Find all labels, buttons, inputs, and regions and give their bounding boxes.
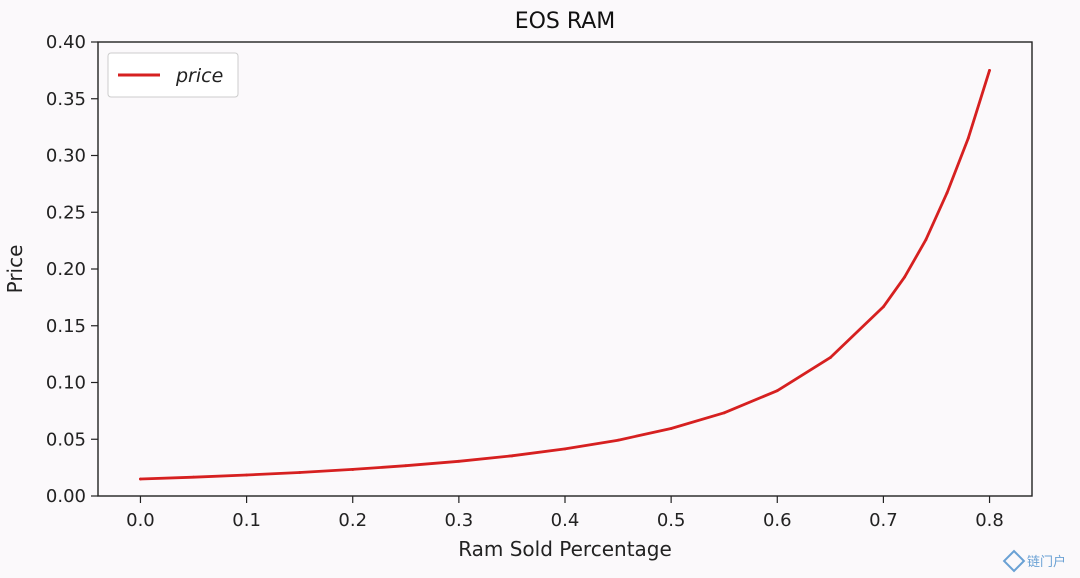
watermark-logo-icon <box>1002 549 1026 572</box>
data-point <box>669 427 673 430</box>
y-tick-label: 0.10 <box>46 373 86 394</box>
series-layer <box>139 68 991 481</box>
data-point <box>616 438 620 442</box>
y-tick-label: 0.40 <box>46 32 86 53</box>
chart-title: EOS RAM <box>515 9 616 34</box>
data-point <box>298 471 302 474</box>
series-line-price <box>139 69 991 481</box>
x-tick-label: 0.5 <box>657 510 686 531</box>
data-point <box>903 275 907 279</box>
watermark-text: 链门户 <box>1026 555 1066 570</box>
data-point <box>775 389 779 393</box>
data-point <box>510 454 514 458</box>
data-point <box>139 477 142 481</box>
data-point <box>828 356 832 360</box>
legend: price <box>107 52 239 98</box>
data-point <box>245 473 248 477</box>
plot-frame <box>97 41 1033 497</box>
data-point <box>351 468 355 471</box>
y-tick-label: 0.30 <box>46 146 86 167</box>
data-point <box>882 305 885 309</box>
y-tick-label: 0.05 <box>46 429 86 450</box>
data-point <box>988 68 991 72</box>
legend-label-price: price <box>175 65 223 87</box>
data-point <box>563 447 567 451</box>
x-tick-label: 0.3 <box>445 510 474 531</box>
y-tick-label: 0.20 <box>46 259 86 280</box>
watermark: 链门户 <box>1002 549 1066 572</box>
x-tick-label: 0.7 <box>869 510 898 531</box>
plot-area <box>98 42 1032 496</box>
data-point <box>404 464 408 468</box>
x-tick-label: 0.6 <box>763 510 792 531</box>
y-tick-label: 0.00 <box>46 486 86 507</box>
x-tick-label: 0.2 <box>338 510 367 531</box>
data-point <box>945 191 949 195</box>
y-tick-label: 0.15 <box>46 316 86 337</box>
x-tick-label: 0.8 <box>975 510 1004 531</box>
data-point <box>457 459 461 463</box>
x-tick-label: 0.1 <box>232 510 261 531</box>
y-tick-label: 0.35 <box>46 89 86 110</box>
data-point <box>966 136 970 140</box>
y-tick-label: 0.25 <box>46 202 86 223</box>
data-point <box>722 411 726 415</box>
x-axis: 0.0 0.1 0.2 0.3 0.4 0.5 0.6 0.7 0.8 <box>126 496 1004 531</box>
y-axis-label: Price <box>3 245 27 294</box>
x-tick-label: 0.4 <box>551 510 580 531</box>
y-axis: 0.00 0.05 0.10 0.15 0.20 0.25 0.30 0.35 0.40 <box>46 32 98 507</box>
x-tick-label: 0.0 <box>126 510 155 531</box>
data-point <box>924 238 928 242</box>
data-point <box>192 475 195 479</box>
legend-box <box>107 52 239 98</box>
x-axis-label: Ram Sold Percentage <box>458 537 672 561</box>
